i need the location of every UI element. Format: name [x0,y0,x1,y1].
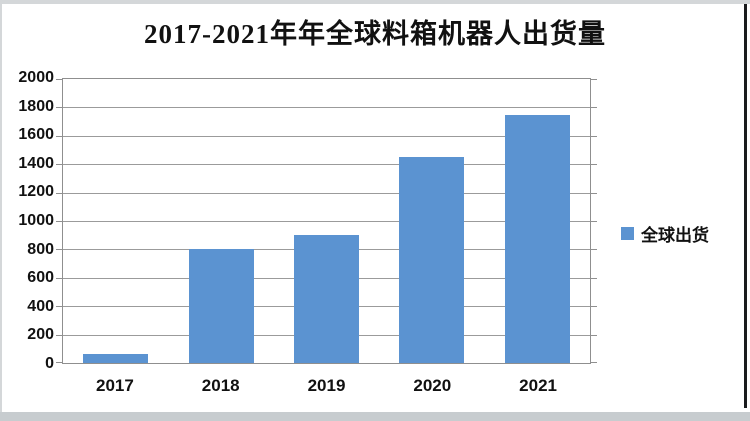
y-tick-label: 1200 [18,183,54,201]
axis-tick-right [591,79,597,80]
y-tick-label: 0 [45,355,54,372]
x-tick-label: 2019 [307,376,346,395]
axis-tick-left [56,249,62,251]
axis-tick-right [591,164,597,166]
gridline [63,221,590,222]
axis-tick-left [56,221,62,222]
y-tick-label: 600 [27,269,54,287]
axis-tick-right [591,277,597,279]
bar-2017 [83,354,149,363]
axis-tick-left [56,135,62,137]
axis-tick-left [56,306,62,308]
legend-label: 全球出货 [641,226,709,245]
frame-right-edge [744,4,747,408]
x-tick-label: 2020 [413,376,452,395]
y-tick-label: 1400 [18,154,54,172]
bar-2018 [188,249,254,363]
bar-2020 [399,157,465,363]
x-axis-labels: 2017 2018 2019 2020 2021 [62,376,591,396]
y-tick-label: 200 [27,326,54,344]
y-tick-label: 2000 [18,69,54,86]
gridline [63,135,590,137]
x-tick-label: 2021 [519,376,557,395]
legend-marker-square [621,227,634,240]
plot-area [56,78,597,364]
frame-top-band [0,0,750,4]
axis-tick-right [591,249,597,251]
bar-2019 [293,235,359,363]
x-tick-label: 2018 [201,376,240,395]
gridline [63,164,590,166]
axis-tick-left [56,277,62,279]
y-tick-label: 1000 [18,212,54,229]
bars [63,79,590,363]
y-axis-labels: 2000 1800 1600 1400 1200 1000 800 600 400 200 0 [0,70,54,372]
y-tick-label: 1600 [18,126,54,144]
axis-tick-right [591,362,597,363]
axis-tick-right [591,107,597,109]
axis-tick-right [591,334,597,336]
axis-tick-right [591,306,597,308]
axis-tick-right [591,135,597,137]
x-tick-label: 2017 [95,376,134,395]
axis-tick-left [56,79,62,80]
y-tick-label: 1800 [18,97,54,115]
frame-left-edge [0,4,2,412]
chart-title: 2017-2021年年全球料箱机器人出货量 [144,19,606,49]
axis-tick-left [56,164,62,166]
axis-tick-right [591,192,597,194]
y-tick-label: 400 [27,297,54,315]
axis-tick-right [591,221,597,222]
bar-2021 [504,114,570,363]
frame-bottom-band [0,412,750,421]
y-tick-label: 800 [27,240,54,258]
axis-tick-left [56,362,62,363]
axis-tick-left [56,107,62,109]
axis-tick-left [56,192,62,194]
legend: 全球出货 [621,221,709,246]
gridline [63,107,590,109]
axis-tick-left [56,334,62,336]
gridline [63,192,590,194]
